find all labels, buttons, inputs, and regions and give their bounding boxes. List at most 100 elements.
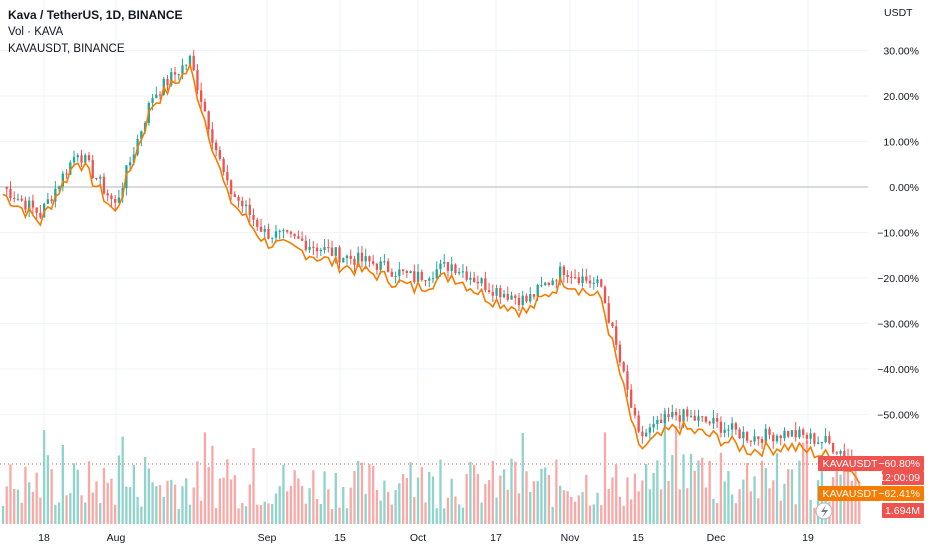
- volume-bar: [529, 491, 532, 524]
- candle-body: [738, 429, 741, 439]
- candle-body: [386, 261, 390, 272]
- volume-bar: [674, 426, 678, 524]
- candle-body: [439, 263, 442, 270]
- time-tick-label: 15: [632, 532, 644, 544]
- volume-bar: [708, 460, 711, 524]
- volume-bar: [671, 455, 674, 524]
- candle-body: [267, 228, 270, 239]
- candle-body: [99, 176, 102, 179]
- candle-body: [31, 200, 35, 208]
- volume-bar: [458, 504, 461, 524]
- candle-body: [454, 264, 457, 274]
- time-tick-label: Sep: [258, 532, 277, 544]
- candle-body: [525, 295, 528, 302]
- compare-value-badge-bg: [882, 486, 924, 501]
- volume-bar: [626, 477, 629, 524]
- volume-bar: [544, 467, 547, 524]
- volume-bar: [742, 479, 745, 524]
- candle-body: [813, 433, 816, 444]
- candle-body: [491, 291, 494, 296]
- countdown-badge: 12:00:09: [879, 472, 920, 484]
- volume-bar: [641, 480, 644, 524]
- candle-body: [476, 281, 480, 284]
- candle-body: [222, 158, 225, 173]
- candle-body: [558, 266, 562, 282]
- candle-body: [256, 219, 259, 227]
- price-tick-label: −40.00%: [877, 364, 919, 376]
- candle-body: [379, 261, 382, 270]
- candle-body: [87, 155, 91, 161]
- volume-bar: [386, 491, 390, 524]
- volume-bar: [203, 432, 207, 524]
- candle-body: [368, 256, 371, 262]
- volume-bar: [592, 504, 595, 524]
- candle-body: [252, 215, 255, 220]
- volume-bar: [730, 494, 734, 524]
- chart-legend: Kava / TetherUS, 1D, BINANCE Vol · KAVA …: [8, 7, 183, 58]
- candle-body: [349, 255, 352, 259]
- candle-body: [192, 55, 195, 71]
- candle-body: [555, 280, 558, 282]
- candle-body: [435, 269, 438, 279]
- volume-bar: [428, 471, 431, 524]
- volume-bar: [727, 471, 730, 524]
- volume-bar: [487, 480, 491, 524]
- volume-bar: [858, 481, 861, 524]
- volume-bar: [551, 506, 554, 524]
- candle-body: [117, 197, 121, 203]
- candle-body: [521, 295, 524, 306]
- candle-body: [428, 278, 431, 281]
- candle-body: [592, 282, 595, 284]
- symbol-title[interactable]: Kava / TetherUS, 1D, BINANCE: [8, 8, 183, 22]
- candle-body: [106, 193, 109, 196]
- compare-symbol-badge-bg: [818, 486, 882, 501]
- volume-bar: [555, 459, 558, 524]
- volume-bar: [319, 503, 322, 524]
- volume-bar: [357, 460, 360, 524]
- candle-body: [678, 415, 681, 422]
- candle-body: [398, 269, 401, 277]
- volume-bar: [469, 461, 472, 524]
- volume-bar: [226, 459, 229, 524]
- volume-bar: [5, 486, 8, 524]
- volume-bar: [764, 467, 767, 524]
- candle-body: [177, 74, 180, 76]
- volume-bar: [413, 497, 416, 524]
- volume-bar: [76, 469, 79, 524]
- volume-bar: [128, 487, 132, 524]
- candle-body: [278, 230, 281, 232]
- candle-body: [674, 411, 678, 416]
- volume-bar: [192, 487, 195, 524]
- volume-legend[interactable]: Vol · KAVA: [8, 26, 64, 38]
- compare-legend[interactable]: KAVAUSDT, BINANCE: [8, 43, 125, 55]
- candle-body: [760, 439, 764, 443]
- volume-bar: [562, 490, 566, 524]
- volume-bar: [480, 502, 483, 524]
- volume-bar: [170, 479, 173, 524]
- volume-bar: [588, 505, 592, 524]
- volume-bar: [233, 475, 236, 524]
- candle-body: [495, 288, 498, 296]
- volume-bar: [745, 462, 749, 524]
- volume-bar: [278, 486, 281, 524]
- volume-bar: [297, 478, 300, 524]
- volume-bar: [611, 477, 614, 524]
- volume-bar: [798, 460, 801, 524]
- volume-bar: [435, 508, 438, 524]
- volume-bar: [716, 503, 719, 524]
- candle-body: [517, 297, 521, 306]
- volume-bar: [338, 507, 341, 524]
- volume-bar: [91, 492, 94, 524]
- candle-body: [383, 261, 386, 263]
- candle-body: [816, 442, 820, 444]
- candle-body: [274, 231, 278, 238]
- candle-body: [708, 421, 711, 424]
- volume-bar: [689, 453, 693, 524]
- candle-body: [226, 172, 229, 181]
- candle-body: [637, 415, 640, 432]
- candle-body: [689, 415, 693, 417]
- volume-bar: [607, 488, 610, 524]
- candle-body: [110, 195, 113, 200]
